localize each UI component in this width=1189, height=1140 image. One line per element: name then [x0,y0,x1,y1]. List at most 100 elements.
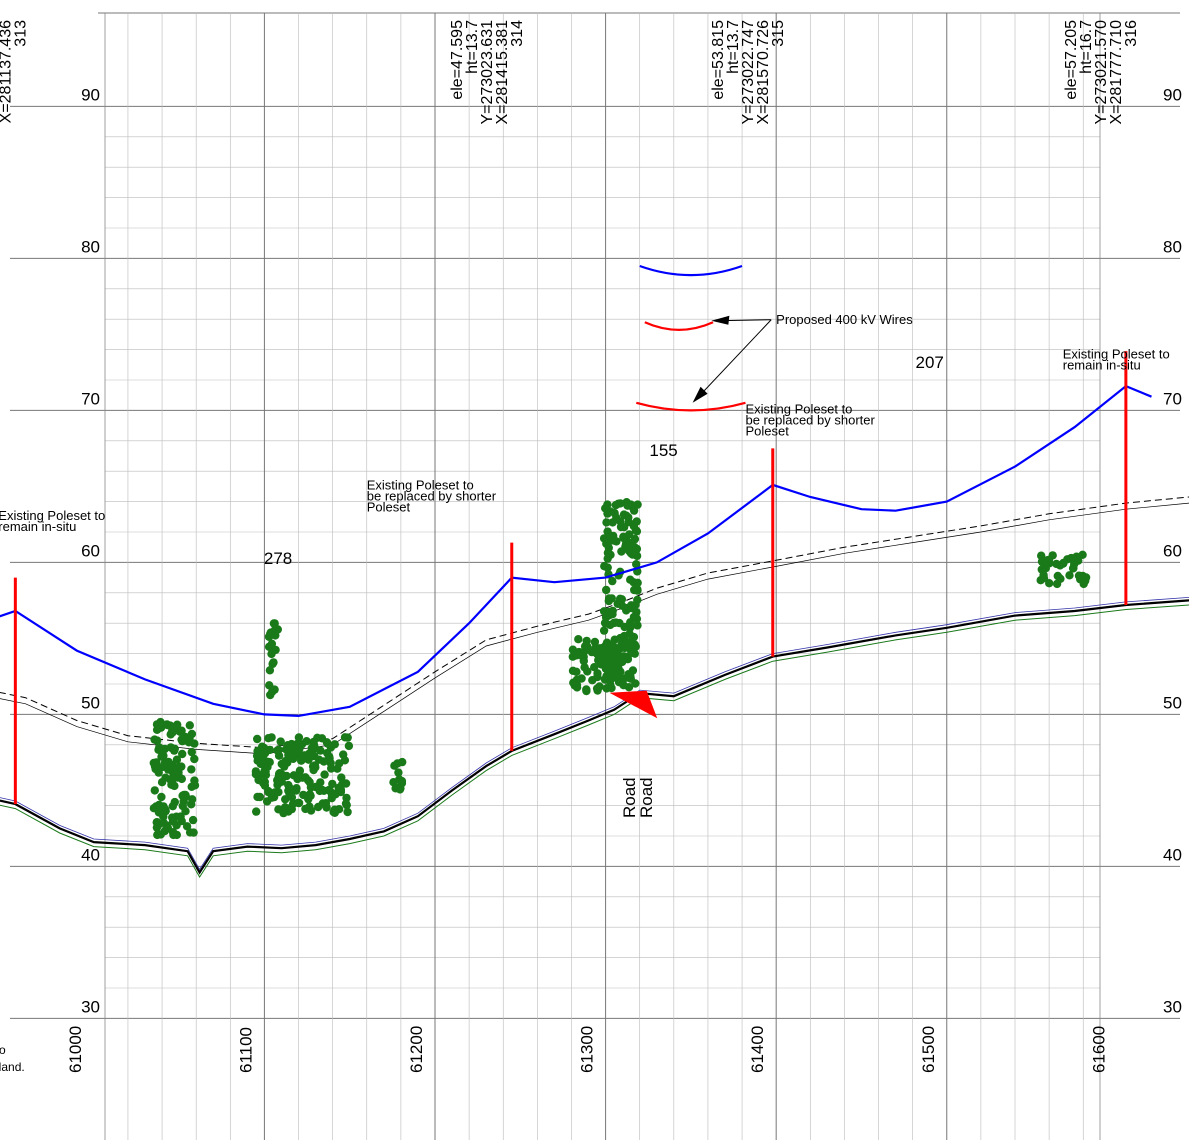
poleset-note-line: Existing Poleset to [367,477,474,492]
poleset-note-line: remain in-situ [1063,358,1141,373]
vegetation-point [623,652,632,661]
pole-label-y-label: Y=273023.631 [479,20,496,125]
vegetation-point [326,743,336,752]
vegetation-point [602,518,611,527]
vegetation-point [160,758,170,768]
vegetation-point [633,586,642,595]
vegetation-point [601,613,611,622]
vegetation-point [304,755,313,764]
vegetation-point [599,534,609,543]
vegetation-point [260,749,270,758]
pole-label-x-label: X=281137.436 [0,20,14,123]
vegetation-point [157,792,166,802]
vegetation-point [601,504,610,513]
proposed-wires-callout: Proposed 400 kV Wires [776,312,913,327]
vegetation-point [178,749,187,759]
vegetation-point [187,765,196,774]
pole-label-y-label: Y=273022.747 [740,20,757,125]
y-tick-label-right: 40 [1163,845,1182,864]
vegetation-point [1076,575,1085,584]
road-marker [609,690,658,719]
ground-profile-blue [0,597,1189,871]
vegetation-point [166,743,175,752]
pole-label-ele-label: ele=57.205 [1063,20,1080,100]
pole-label-id: 313 [12,20,29,47]
span-length-label: 155 [649,441,677,460]
vegetation-point [297,740,307,749]
vegetation-point [1041,564,1051,573]
vegetation-point [394,768,403,777]
vegetation-point [1069,563,1078,573]
vegetation-point [311,744,320,753]
vegetation-point [626,672,635,681]
vegetation-point [260,770,269,779]
y-tick-label-left: 30 [81,997,100,1016]
vegetation-point [188,815,198,825]
y-tick-label-left: 50 [81,693,100,712]
vegetation-point [172,821,181,830]
vegetation-point [153,736,162,745]
ground-profile-green [0,604,1189,878]
x-tick-label: 61600 [1089,1026,1108,1073]
vegetation-point [285,783,294,792]
vegetation-point [152,725,162,734]
vegetation-point [174,762,184,772]
vegetation-point [267,649,276,659]
vegetation-point [273,625,282,634]
vegetation-point [580,663,589,672]
vegetation-point [270,685,279,694]
poles [13,351,1128,805]
legend-wire [635,401,746,412]
vegetation-point [337,773,346,782]
x-tick-label: 61400 [748,1026,767,1073]
vegetation-point [260,781,270,790]
vegetation-point [1055,561,1065,570]
vegetation-point [281,795,290,804]
vegetation-point [182,822,192,831]
vegetation-point [608,576,617,586]
vegetation-point [604,596,613,606]
terrain-profiles [0,496,1189,878]
vegetation-point [150,762,160,771]
vegetation-point [624,513,633,522]
vegetation-point [264,734,273,743]
vegetation-point [343,807,352,817]
pole-label-ht-label: ht=13.7 [464,20,481,74]
vegetation-point [166,721,175,730]
vegetation-point [269,792,279,802]
vegetation-point [301,804,310,814]
callout-arrowhead [711,315,730,325]
vegetation-point [396,784,405,793]
vegetation-point [619,523,629,532]
vegetation-point [187,800,196,809]
vegetation-point [343,733,352,742]
conductor-line [0,384,1152,718]
y-tick-label-right: 30 [1163,997,1182,1016]
vegetation-point [274,745,283,754]
pole-label-x-label: X=281415.381 [494,20,511,125]
vegetation-point [599,626,609,635]
vegetation-point [190,754,199,764]
vegetation-point [274,769,284,779]
vegetation-point [311,763,320,772]
vegetation-point [288,799,298,808]
vegetation-point [574,635,583,644]
pole-label-id: 316 [1123,20,1140,47]
vegetation-point [606,550,615,559]
vegetation-point [170,797,179,807]
pole-label-ele-label: ele=53.815 [710,20,727,100]
vegetation-point [305,777,314,787]
pole-label-ht-label: ht=16.7 [1078,20,1095,74]
vegetation-point [255,792,265,802]
vegetation-point [632,560,641,569]
span-length-label: 207 [916,353,944,372]
vegetation-point [179,790,189,800]
vegetation-point [608,606,617,616]
vegetation-point [327,794,336,803]
vegetation-point [282,771,291,781]
conductor-curves [0,264,1152,718]
poleset-note-line: Existing Poleset to [0,508,105,523]
upper-profile-dashed [0,496,1189,749]
